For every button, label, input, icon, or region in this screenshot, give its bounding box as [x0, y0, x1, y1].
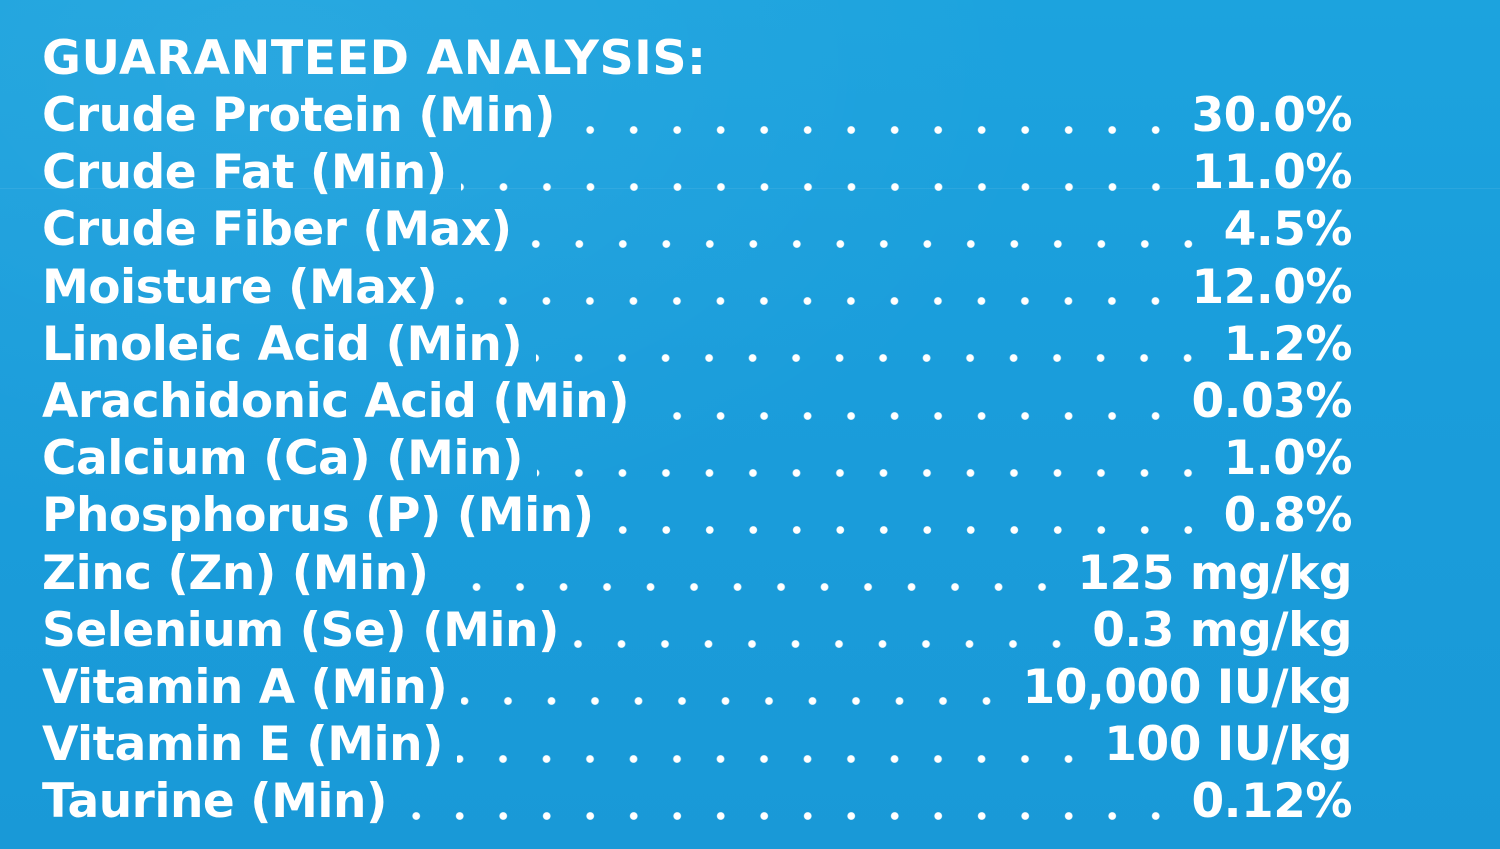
nutrient-label: Vitamin A (Min)	[42, 659, 448, 715]
analysis-row: Vitamin E (Min) 100 IU/kg	[42, 716, 1352, 773]
nutrient-value: 1.2%	[1223, 316, 1353, 372]
nutrient-label: Taurine (Min)	[42, 774, 387, 830]
guaranteed-analysis: GUARANTEED ANALYSIS: Crude Protein (Min)…	[42, 30, 1353, 830]
nutrient-label: Crude Fat (Min)	[42, 145, 447, 201]
dot-leader	[461, 691, 1009, 712]
dot-leader	[457, 748, 1091, 769]
analysis-row: Calcium (Ca) (Min) 1.0%	[42, 430, 1353, 487]
nutrient-label: Calcium (Ca) (Min)	[42, 431, 523, 487]
nutrient-label: Crude Fiber (Max)	[42, 202, 512, 258]
analysis-row: Taurine (Min) 0.12%	[42, 773, 1352, 830]
dot-leader	[607, 519, 1210, 540]
dot-leader	[569, 119, 1178, 140]
analysis-row: Linoleic Acid (Min) 1.2%	[42, 316, 1353, 373]
dot-leader	[536, 462, 1210, 483]
analysis-row: Crude Fat (Min) 11.0%	[42, 144, 1352, 201]
analysis-row: Vitamin A (Min) 10,000 IU/kg	[42, 659, 1353, 716]
nutrient-value: 100 IU/kg	[1104, 717, 1352, 773]
nutrient-value: 10,000 IU/kg	[1022, 659, 1353, 715]
dot-leader	[572, 634, 1079, 655]
nutrient-label: Selenium (Se) (Min)	[42, 602, 559, 658]
nutrient-value: 0.12%	[1191, 774, 1352, 830]
analysis-row: Moisture (Max) 12.0%	[42, 259, 1352, 316]
dot-leader	[643, 405, 1178, 426]
nutrient-label: Vitamin E (Min)	[42, 717, 444, 773]
analysis-row: Selenium (Se) (Min) 0.3 mg/kg	[42, 602, 1352, 659]
analysis-row: Arachidonic Acid (Min) 0.03%	[42, 373, 1352, 430]
analysis-row: Zinc (Zn) (Min) 125 mg/kg	[42, 545, 1352, 602]
nutrient-label: Arachidonic Acid (Min)	[42, 373, 630, 429]
analysis-row: Phosphorus (P) (Min) 0.8%	[42, 487, 1353, 544]
dot-leader	[460, 176, 1178, 197]
nutrient-label: Zinc (Zn) (Min)	[42, 545, 429, 601]
dot-leader	[525, 233, 1210, 254]
nutrient-value: 1.0%	[1223, 431, 1353, 487]
analysis-heading: GUARANTEED ANALYSIS:	[42, 31, 707, 86]
nutrient-value: 0.8%	[1223, 488, 1353, 544]
nutrient-label: Crude Protein (Min)	[42, 88, 556, 143]
dot-leader	[451, 291, 1178, 312]
nutrient-value: 11.0%	[1191, 145, 1352, 201]
dot-leader	[442, 577, 1064, 598]
nutrient-value: 125 mg/kg	[1077, 545, 1352, 601]
analysis-row: Crude Fiber (Max) 4.5%	[42, 201, 1353, 258]
nutrient-value: 4.5%	[1223, 202, 1353, 258]
dot-leader	[400, 805, 1178, 826]
nutrient-value: 0.3 mg/kg	[1092, 602, 1352, 658]
nutrient-value: 0.03%	[1191, 373, 1352, 429]
nutrient-label: Moisture (Max)	[42, 259, 438, 315]
nutrient-label: Phosphorus (P) (Min)	[42, 488, 594, 544]
nutrient-value: 12.0%	[1191, 259, 1352, 315]
nutrient-label: Linoleic Acid (Min)	[42, 316, 523, 372]
dot-leader	[536, 348, 1210, 369]
analysis-row: Crude Protein (Min) 30.0%	[42, 87, 1352, 144]
nutrient-value: 30.0%	[1191, 88, 1352, 143]
